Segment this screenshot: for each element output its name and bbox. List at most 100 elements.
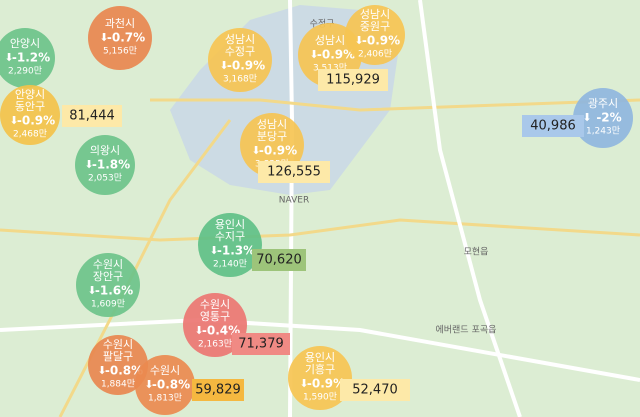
- down-arrow: ⬇: [582, 111, 591, 124]
- marker-circle: [88, 335, 148, 395]
- down-arrow: ⬇: [144, 378, 153, 391]
- price-amount: 2,163만: [198, 339, 232, 350]
- district-name: 용인시: [215, 218, 245, 231]
- listing-count: 126,555: [267, 165, 321, 180]
- price-amount: 3,513만: [313, 63, 347, 74]
- marker-circle: [0, 85, 60, 145]
- down-arrow: ⬇: [209, 244, 218, 257]
- place-label: 모현읍: [464, 247, 489, 258]
- listing-count: 52,470: [352, 383, 398, 398]
- down-arrow: ⬇: [251, 144, 260, 157]
- district-name: 분당구: [257, 130, 287, 143]
- marker-circle: [208, 28, 272, 92]
- price-change: -0.7%: [107, 31, 145, 45]
- road: [0, 218, 640, 242]
- marker-circle: [573, 88, 633, 148]
- price-amount: 2,406만: [358, 49, 392, 60]
- price-change: -0.9%: [227, 59, 265, 73]
- marker-circle: [135, 355, 195, 415]
- count-box: [232, 333, 290, 355]
- district-name: 안양시: [10, 37, 40, 50]
- price-amount: 1,243만: [586, 126, 620, 137]
- district-marker: 과천시⬇-0.7%5,156만: [88, 6, 152, 70]
- price-amount: 1,813만: [148, 393, 182, 404]
- district-name: 과천시: [105, 16, 135, 30]
- price-amount: 2,140만: [213, 259, 247, 270]
- listing-count: 40,986: [530, 119, 576, 134]
- marker-circle: [198, 213, 262, 277]
- price-amount: 5,156만: [103, 46, 137, 57]
- district-name: 성남시: [360, 8, 390, 21]
- price-amount: 1,884만: [101, 379, 135, 390]
- road: [288, 0, 295, 417]
- district-marker: 의왕시⬇-1.8%2,053만: [75, 135, 135, 195]
- place-label: 포곡읍: [472, 325, 497, 336]
- district-name: 중원구: [360, 20, 390, 33]
- district-name: 광주시: [588, 97, 618, 110]
- district-name: 성남시: [315, 34, 345, 47]
- place-label: 수정구: [310, 19, 335, 30]
- price-change: -0.9%: [317, 48, 355, 62]
- district-name: 수원시: [93, 258, 123, 271]
- district-name: 수정구: [225, 45, 255, 58]
- price-change: -0.8%: [152, 378, 190, 392]
- district-name: 장안구: [93, 270, 123, 283]
- listing-count: 115,929: [326, 73, 380, 88]
- price-change: -2%: [596, 111, 621, 125]
- price-amount: 3,168만: [223, 74, 257, 85]
- marker-circle: [0, 28, 55, 88]
- count-box: [62, 105, 122, 127]
- road: [150, 98, 640, 112]
- price-amount: 1,609만: [91, 299, 125, 310]
- district-name: 팔달구: [103, 350, 133, 363]
- down-arrow: ⬇: [219, 59, 228, 72]
- marker-circle: [183, 293, 247, 357]
- district-name: 의왕시: [90, 144, 120, 157]
- price-change: -0.9%: [17, 114, 55, 128]
- price-change: -0.9%: [362, 34, 400, 48]
- down-arrow: ⬇: [4, 51, 13, 64]
- down-arrow: ⬇: [9, 114, 18, 127]
- price-change: -0.4%: [202, 324, 240, 338]
- district-name: 수원시: [200, 298, 230, 311]
- district-name: 성남시: [225, 33, 255, 46]
- district-name: 용인시: [305, 351, 335, 364]
- down-arrow: ⬇: [87, 284, 96, 297]
- down-arrow: ⬇: [309, 48, 318, 61]
- price-change: -1.6%: [95, 284, 133, 298]
- district-name: 안양시: [15, 88, 45, 101]
- down-arrow: ⬇: [99, 31, 108, 44]
- marker-circle: [75, 135, 135, 195]
- listing-count: 59,829: [195, 383, 241, 398]
- price-amount: 2,053만: [88, 173, 122, 184]
- listing-count: 71,379: [238, 337, 284, 352]
- listing-count: 70,620: [256, 253, 302, 268]
- district-name: 성남시: [257, 118, 287, 131]
- down-arrow: ⬇: [97, 364, 106, 377]
- district-name: 수원시: [103, 338, 133, 351]
- count-box: [252, 249, 306, 271]
- price-change: -1.3%: [217, 244, 255, 258]
- marker-circle: [76, 253, 140, 317]
- count-box: [522, 115, 584, 137]
- down-arrow: ⬇: [354, 34, 363, 47]
- marker-circle: [88, 6, 152, 70]
- district-name: 동안구: [15, 100, 45, 113]
- down-arrow: ⬇: [194, 324, 203, 337]
- district-marker: 안양시⬇-1.2%2,290만: [0, 28, 55, 88]
- price-change: -1.8%: [92, 158, 130, 172]
- place-label: 에버랜드: [435, 325, 468, 336]
- marker-circle: [288, 346, 352, 410]
- price-change: -0.9%: [259, 144, 297, 158]
- price-change: -0.8%: [105, 364, 143, 378]
- down-arrow: ⬇: [299, 377, 308, 390]
- district-name: 수원시: [150, 364, 180, 377]
- marker-circle: [345, 5, 405, 65]
- district-marker: 수원시⬇-0.8%1,813만: [135, 355, 195, 415]
- count-box: [340, 379, 410, 401]
